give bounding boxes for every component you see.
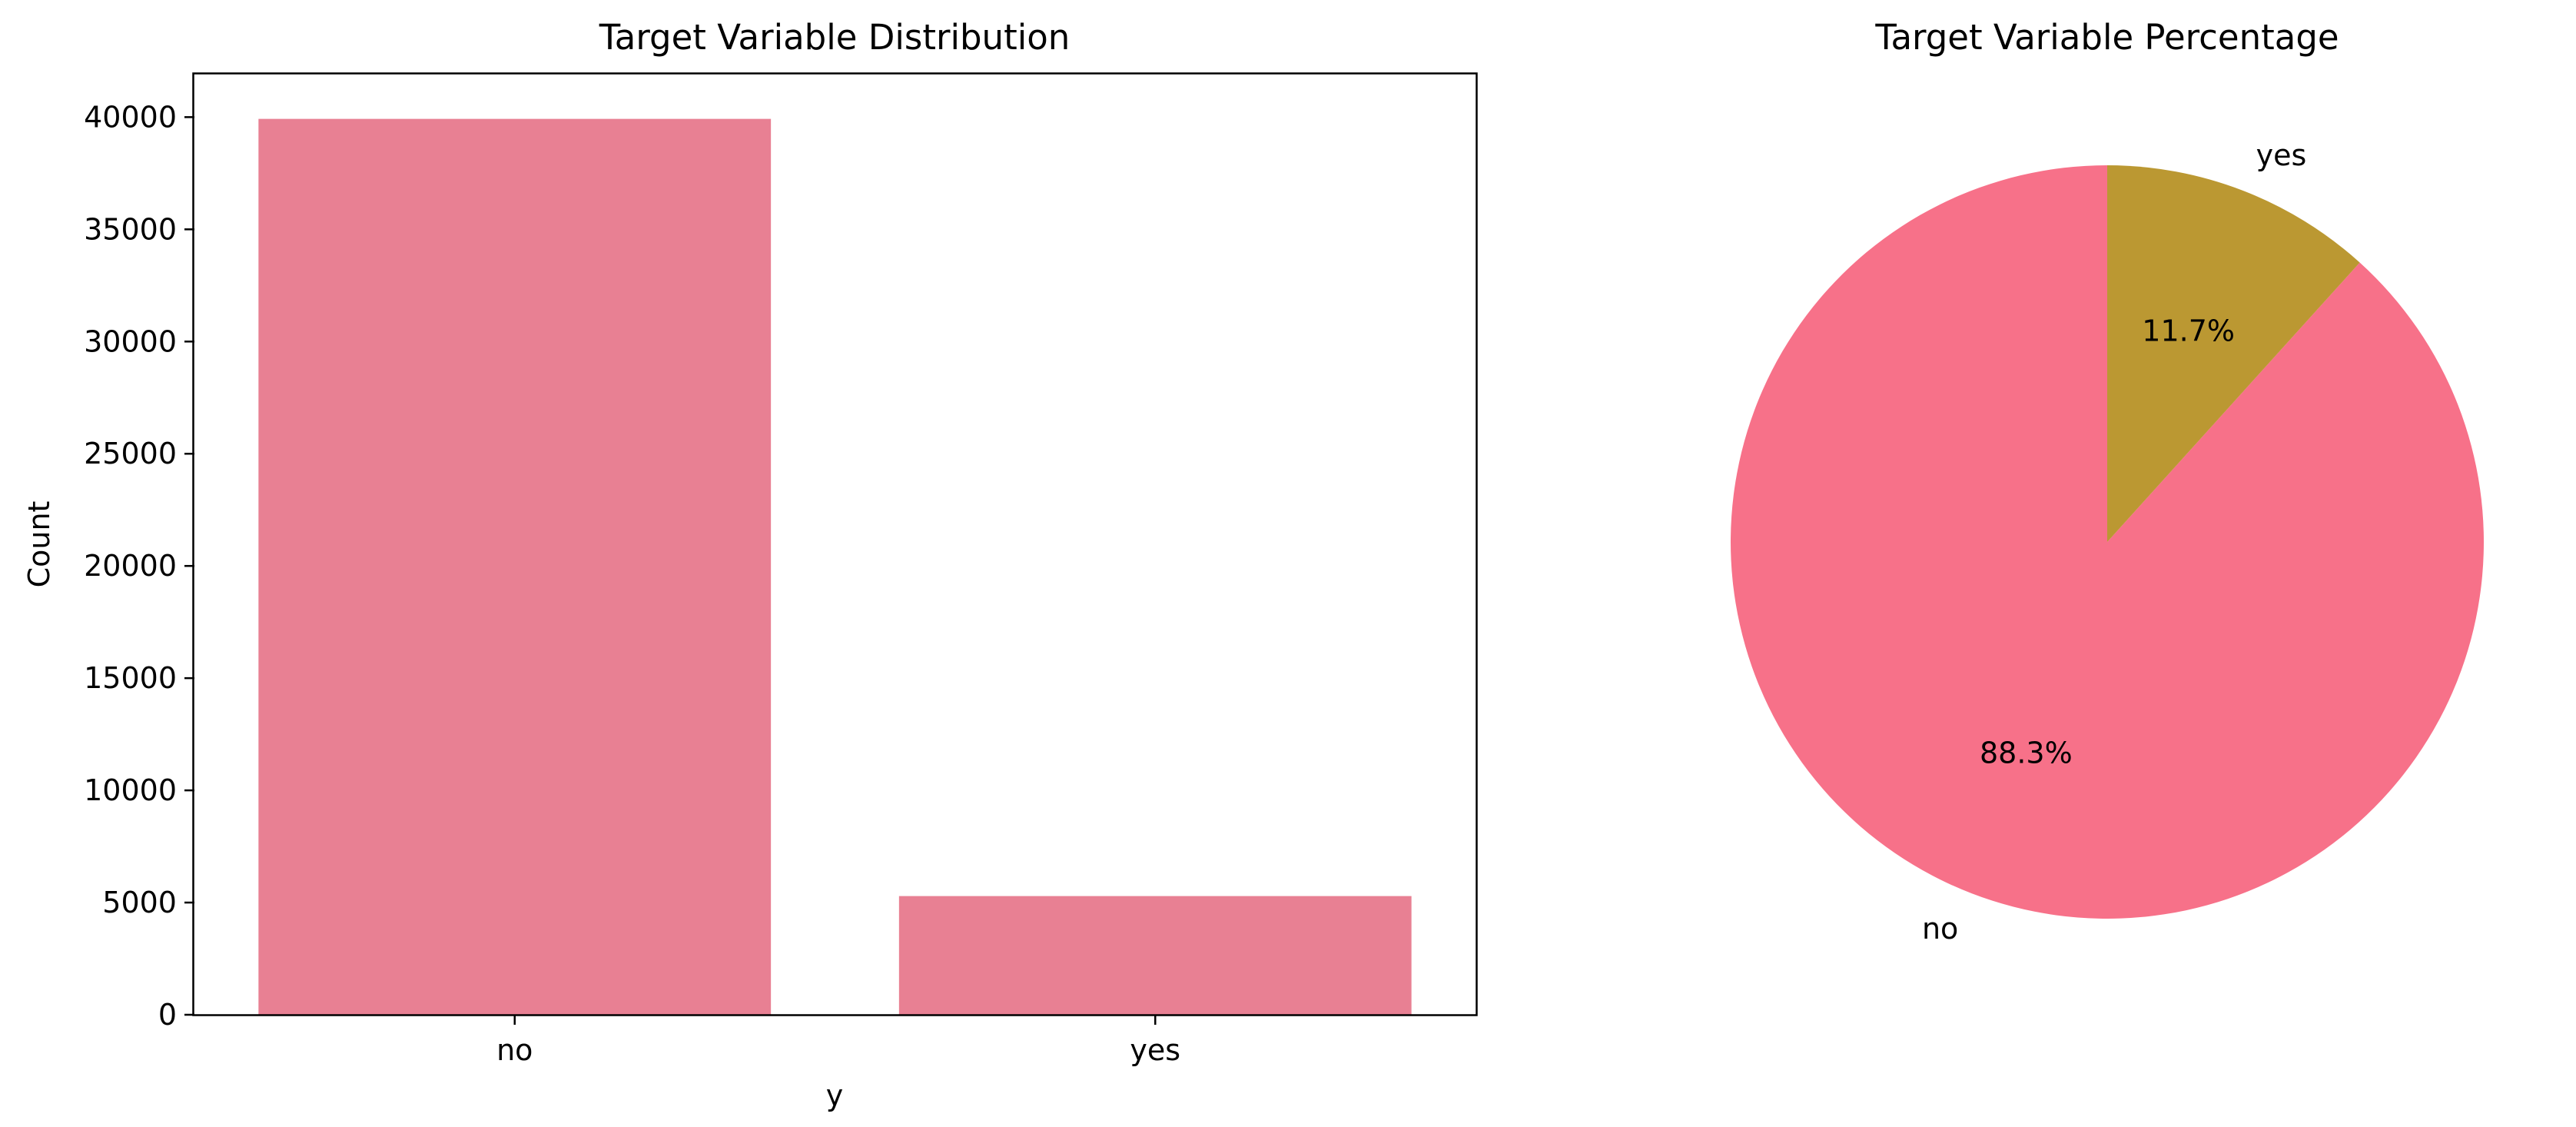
bar-chart-title: Target Variable Distribution <box>599 17 1071 58</box>
bar-y-axis-label: Count <box>22 501 56 588</box>
bar-y-tick-label: 40000 <box>84 100 177 134</box>
bar-y-tick-label: 0 <box>158 998 177 1032</box>
bar-x-tick-label: no <box>496 1033 533 1067</box>
pie-percent-no: 88.3% <box>1980 736 2073 770</box>
pie-slice-yes <box>2107 165 2360 542</box>
pie-label-yes: yes <box>2256 138 2307 172</box>
bar-y-tick-label: 15000 <box>84 661 177 695</box>
pie-label-no: no <box>1922 912 1958 946</box>
bar-y-tick-label: 5000 <box>102 886 177 919</box>
bar-plot-frame <box>192 72 1478 1016</box>
bar-series <box>258 118 1412 1015</box>
pie-slices: no 88.3% yes 11.7% <box>1731 138 2485 946</box>
bar-y-tick-label: 10000 <box>84 773 177 807</box>
bar-y-tick-label: 20000 <box>84 549 177 583</box>
bar-y-tick-label: 35000 <box>84 212 177 246</box>
pie-chart: Target Variable Percentage no 88.3% yes 11.… <box>1731 17 2485 946</box>
bar-x-tick-label: yes <box>1130 1033 1180 1067</box>
bar-no <box>258 118 772 1015</box>
pie-chart-title: Target Variable Percentage <box>1874 17 2339 58</box>
bar-y-axis: 0 5000 10000 15000 20000 25000 30000 35000 40000 <box>84 100 194 1032</box>
bar-x-axis-label: y <box>826 1079 844 1112</box>
bar-y-tick-label: 30000 <box>84 324 177 358</box>
bar-chart: Target Variable Distribution 0 5000 10000 1… <box>22 17 1478 1112</box>
pie-percent-yes: 11.7% <box>2142 314 2235 348</box>
bar-yes <box>898 896 1412 1015</box>
bar-y-tick-label: 25000 <box>84 437 177 470</box>
bar-x-axis: no yes <box>496 1015 1180 1067</box>
